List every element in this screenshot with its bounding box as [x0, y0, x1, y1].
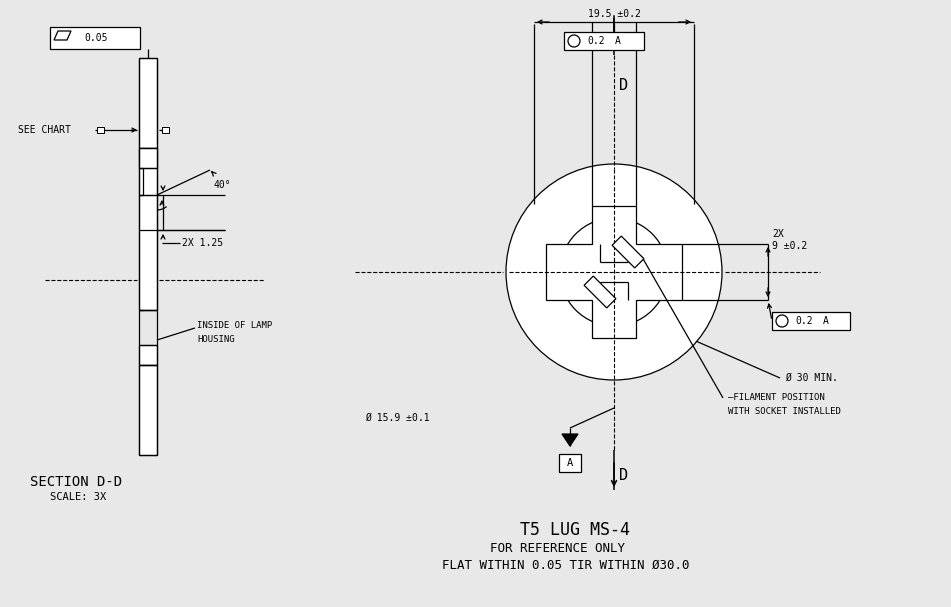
Text: SECTION D-D: SECTION D-D: [30, 475, 122, 489]
Bar: [139, 148, 157, 168]
Bar: [50, 27, 140, 49]
Text: WITH SOCKET INSTALLED: WITH SOCKET INSTALLED: [728, 407, 841, 416]
Bar: [772, 312, 850, 330]
Text: 2X 1.25: 2X 1.25: [182, 238, 223, 248]
Text: Ø 30 MIN.: Ø 30 MIN.: [785, 373, 838, 383]
Text: FOR REFERENCE ONLY: FOR REFERENCE ONLY: [490, 541, 625, 555]
Text: D: D: [619, 467, 628, 483]
Bar: [139, 365, 157, 455]
Bar: [162, 127, 169, 133]
Polygon shape: [546, 206, 682, 338]
Text: 2X: 2X: [772, 229, 784, 239]
Polygon shape: [612, 236, 644, 268]
Text: A: A: [615, 36, 621, 46]
Bar: [97, 127, 104, 133]
Text: Ø 15.9 ±0.1: Ø 15.9 ±0.1: [365, 413, 430, 423]
Text: INSIDE OF LAMP: INSIDE OF LAMP: [197, 322, 272, 330]
Text: 40°: 40°: [214, 180, 232, 190]
Text: T5 LUG MS-4: T5 LUG MS-4: [520, 521, 630, 539]
Bar: [564, 32, 644, 50]
Text: SEE CHART: SEE CHART: [18, 125, 71, 135]
Text: FLAT WITHIN 0.05 TIR WITHIN Ø30.0: FLAT WITHIN 0.05 TIR WITHIN Ø30.0: [442, 558, 689, 572]
Text: 0.2: 0.2: [795, 316, 812, 326]
Polygon shape: [584, 276, 616, 308]
Bar: [139, 58, 157, 148]
Bar: [139, 345, 157, 365]
Text: SCALE: 3X: SCALE: 3X: [50, 492, 107, 502]
Text: A: A: [823, 316, 829, 326]
Polygon shape: [562, 434, 578, 446]
Text: HOUSING: HOUSING: [197, 336, 235, 345]
Text: A: A: [567, 458, 573, 468]
Bar: [139, 365, 157, 455]
Text: 0.05: 0.05: [84, 33, 107, 43]
Bar: [559, 454, 581, 472]
Text: 9 ±0.2: 9 ±0.2: [772, 241, 807, 251]
Text: D: D: [619, 78, 628, 92]
Text: —FILAMENT POSITION: —FILAMENT POSITION: [728, 393, 825, 402]
Circle shape: [560, 218, 668, 326]
Bar: [139, 148, 157, 310]
Text: 0.2: 0.2: [587, 36, 605, 46]
Bar: [139, 58, 157, 148]
Text: 19.5 ±0.2: 19.5 ±0.2: [588, 9, 640, 19]
Circle shape: [506, 164, 722, 380]
